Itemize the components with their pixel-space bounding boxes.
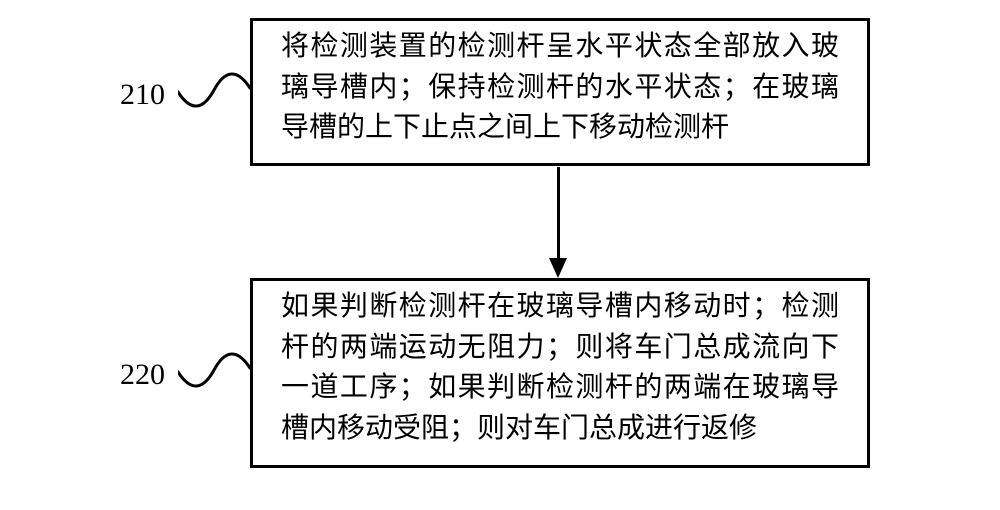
- step1-line1: 将检测装置的检测杆呈水平状态全部放入玻: [281, 27, 839, 68]
- step2-line3: 一道工序；如果判断检测杆的两端在玻璃导: [281, 368, 839, 409]
- flowchart-step-1: 将检测装置的检测杆呈水平状态全部放入玻 璃导槽内；保持检测杆的水平状态；在玻璃 …: [250, 18, 870, 166]
- step-label-210: 210: [120, 78, 165, 112]
- flow-arrow-line: [557, 167, 560, 260]
- step-label-220: 220: [120, 358, 165, 392]
- step2-line2: 杆的两端运动无阻力；则将车门总成流向下: [281, 328, 839, 369]
- connector-squiggle-220: [178, 350, 250, 390]
- flowchart-step-2: 如果判断检测杆在玻璃导槽内移动时；检测 杆的两端运动无阻力；则将车门总成流向下 …: [250, 278, 870, 468]
- step2-line1: 如果判断检测杆在玻璃导槽内移动时；检测: [281, 287, 839, 328]
- flow-arrow-head-icon: [549, 258, 567, 278]
- connector-squiggle-210: [178, 70, 250, 110]
- flowchart-canvas: 将检测装置的检测杆呈水平状态全部放入玻 璃导槽内；保持检测杆的水平状态；在玻璃 …: [0, 0, 1000, 510]
- step2-line4: 槽内移动受阻；则对车门总成进行返修: [281, 409, 839, 450]
- step1-line2: 璃导槽内；保持检测杆的水平状态；在玻璃: [281, 68, 839, 109]
- step1-line3: 导槽的上下止点之间上下移动检测杆: [281, 108, 839, 149]
